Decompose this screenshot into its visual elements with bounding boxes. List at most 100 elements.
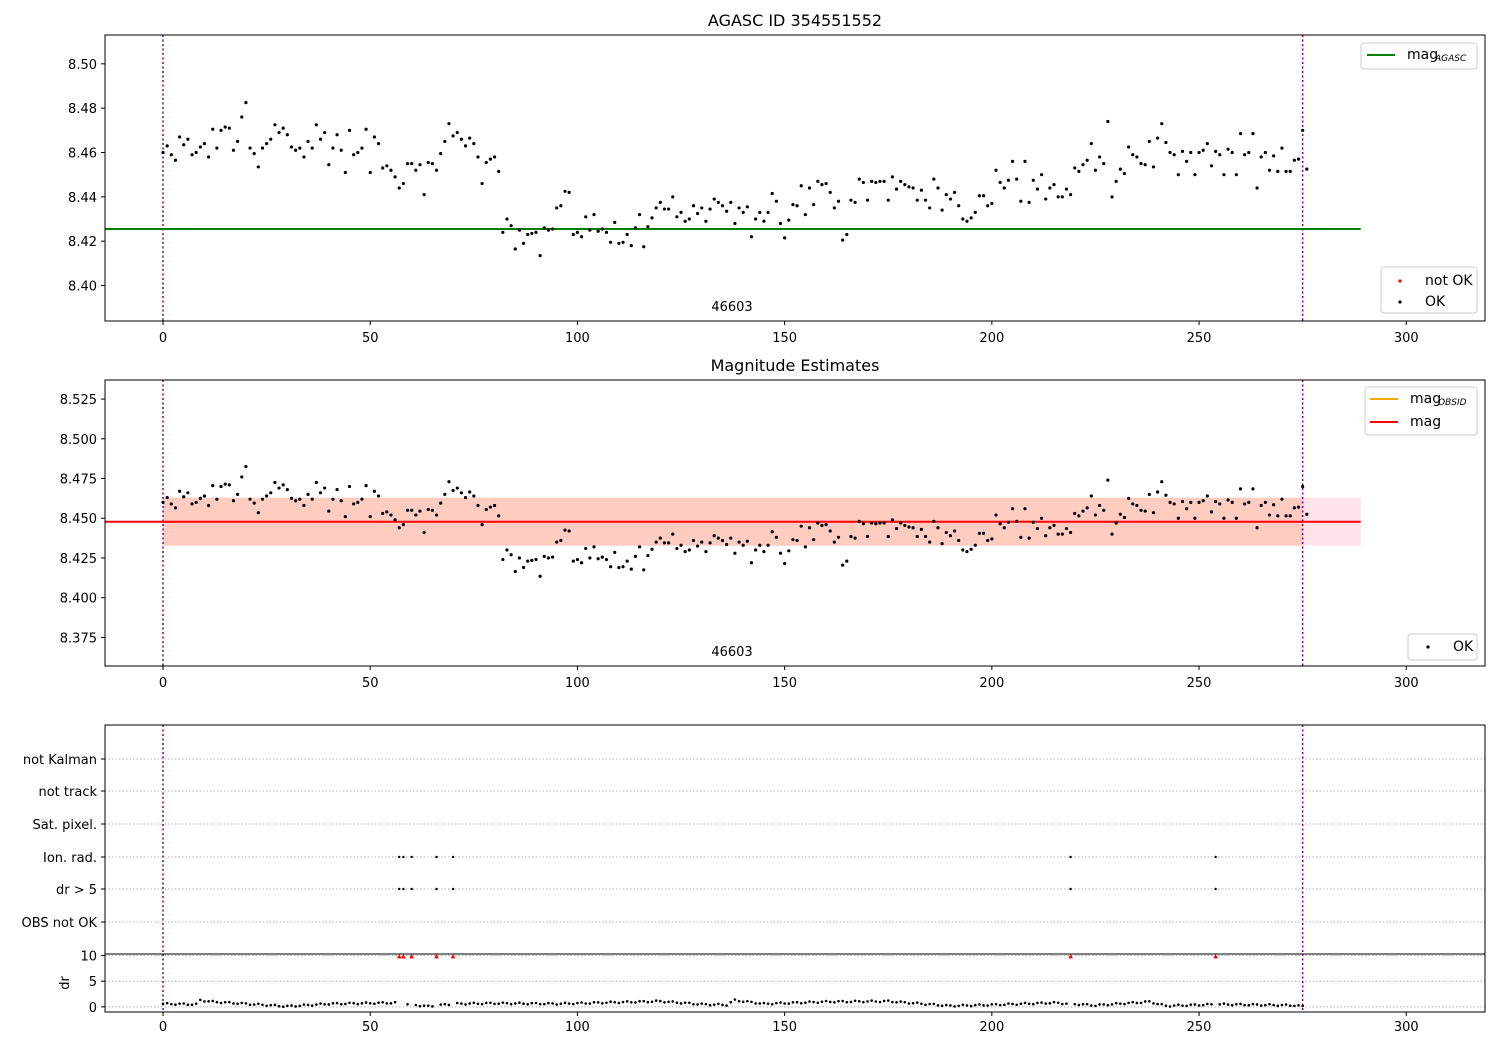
magnitude-ok-point — [828, 529, 832, 533]
magnitude-ok-point — [799, 524, 803, 528]
magnitude-ok-point — [430, 508, 434, 512]
dr-point — [870, 999, 873, 1002]
dr-point — [356, 1002, 360, 1006]
magnitude-ytick-label-2: 8.425 — [60, 552, 97, 567]
magnitude-ok-point — [1305, 512, 1309, 516]
dr-point — [348, 1001, 351, 1005]
dr-point — [961, 1003, 965, 1007]
agasc-ok-point — [488, 157, 493, 161]
dr-point — [903, 1000, 907, 1004]
agasc-ok-point — [1201, 148, 1205, 152]
agasc-ok-point — [165, 144, 169, 148]
agasc-ok-point — [294, 148, 298, 152]
dr-point — [1284, 1003, 1288, 1006]
dr-point — [186, 1003, 190, 1007]
dr-point — [1060, 1002, 1064, 1006]
magnitude-ok-point — [352, 502, 356, 506]
magnitude-ok-point — [758, 543, 762, 547]
magnitude-ok-point — [165, 495, 169, 500]
agasc-ok-point — [1243, 153, 1247, 157]
legend-ok-marker — [1398, 300, 1402, 304]
dr-point — [659, 999, 662, 1003]
dr-point — [638, 999, 641, 1003]
agasc-ok-point — [509, 224, 513, 228]
magnitude-ok-point — [1006, 520, 1011, 524]
dr-point — [1264, 1003, 1267, 1007]
agasc-ok-point — [1097, 155, 1102, 159]
dr-point — [783, 1002, 786, 1005]
magnitude-ok-point — [190, 502, 194, 506]
dr-point — [924, 1003, 927, 1007]
agasc-ok-point — [310, 146, 314, 150]
magnitude-ok-point — [281, 483, 285, 487]
agasc-ok-point — [463, 144, 468, 148]
dr-point — [596, 1001, 600, 1004]
dr-point — [1052, 1000, 1056, 1004]
agasc-ok-point — [733, 221, 737, 226]
magnitude-ok-point — [903, 523, 907, 527]
dr-point — [190, 1003, 194, 1007]
dr-point — [1102, 1003, 1106, 1006]
dr-point — [484, 1001, 488, 1005]
dr-point — [223, 1000, 227, 1004]
agasc-ok-point — [928, 206, 932, 210]
magnitude-ok-point — [1035, 526, 1040, 531]
agasc-ok-point — [335, 133, 339, 137]
magnitude-ok-point — [948, 534, 953, 538]
agasc-ok-point — [857, 177, 861, 181]
dr-point — [170, 1002, 173, 1006]
magnitude-ytick-label-5: 8.500 — [60, 433, 97, 448]
agasc-ok-point — [244, 101, 248, 105]
magnitude-ok-point — [509, 553, 513, 557]
agasc-ok-point — [1255, 186, 1259, 190]
dr-point — [849, 1000, 853, 1004]
dr-point — [1193, 1003, 1197, 1006]
magnitude-ok-point — [1127, 496, 1131, 500]
magnitude-ok-point — [766, 543, 770, 547]
magnitude-ok-point — [600, 555, 604, 559]
dr-point — [530, 1001, 534, 1005]
agasc-ok-point — [1209, 164, 1214, 168]
agasc-ok-point — [1135, 155, 1139, 159]
magnitude-ok-point — [360, 497, 364, 501]
dr-point — [501, 1001, 505, 1004]
magnitude-ok-point — [530, 558, 534, 562]
agasc-ok-point — [579, 235, 584, 239]
dr-outlier-marker — [401, 954, 406, 959]
magnitude-ok-point — [762, 550, 766, 554]
agasc-ok-point — [799, 184, 803, 188]
magnitude-ok-point — [302, 503, 306, 508]
magnitude-ok-point — [161, 500, 165, 504]
magnitude-ok-point — [1209, 510, 1214, 514]
agasc-ok-point — [1164, 140, 1168, 145]
agasc-ok-point — [277, 130, 281, 135]
legend-mag-agasc-sub: AGASC — [1434, 54, 1467, 64]
agasc-ok-point — [347, 128, 352, 132]
dr-point — [576, 1001, 579, 1005]
agasc-ok-point — [749, 235, 754, 239]
dr-point — [828, 1000, 832, 1004]
agasc-ok-point — [1110, 195, 1114, 199]
magnitude-ok-point — [1015, 519, 1019, 524]
agasc-ok-point — [1176, 173, 1180, 177]
dr-point — [273, 1003, 277, 1007]
dr-point — [178, 1002, 181, 1005]
agasc-ok-point — [592, 212, 596, 217]
agasc-ok-point — [534, 230, 538, 234]
agasc-ok-point — [397, 186, 401, 190]
agasc-ok-point — [1205, 142, 1209, 146]
dr-point — [704, 1002, 708, 1006]
dr-point — [733, 998, 737, 1001]
agasc-ok-point — [1193, 173, 1197, 177]
agasc-ok-point — [182, 143, 186, 147]
agasc-ok-point — [704, 219, 708, 223]
agasc-ok-point — [211, 127, 215, 131]
agasc-ok-point — [260, 146, 265, 150]
dr-point — [406, 1002, 409, 1006]
dr-point — [891, 1000, 894, 1004]
agasc-ok-point — [874, 180, 878, 185]
agasc-ok-point — [364, 127, 368, 131]
dr-point — [377, 1001, 380, 1004]
agasc-ok-point — [269, 137, 273, 141]
magnitude-ok-point — [878, 521, 882, 525]
